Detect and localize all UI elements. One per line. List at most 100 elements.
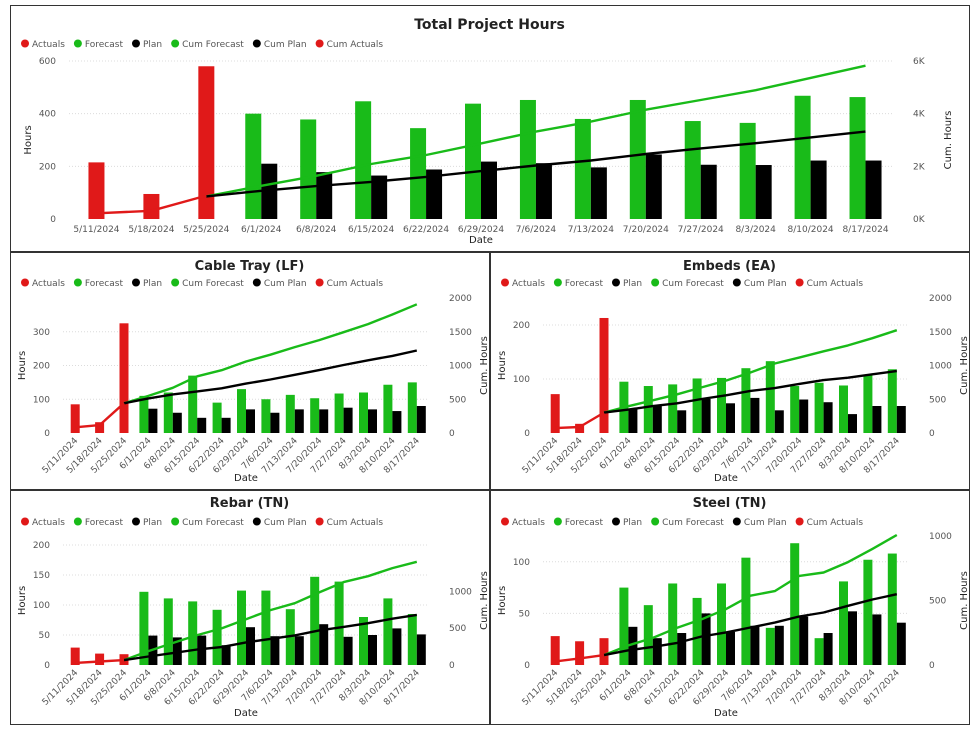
legend-marker [732,517,741,526]
legend-label: Forecast [565,518,604,528]
legend-marker [315,278,324,287]
bar-plan [726,631,735,665]
bar-plan [652,405,662,433]
y2-tick-label: 0 [929,429,935,439]
bar-plan [392,628,402,665]
bar-forecast [668,583,678,665]
legend-marker [21,517,29,526]
legend-item: Actuals [501,278,545,289]
chart-svg: Cable Tray (LF) Actuals Forecast Plan Cum Fo… [17,259,488,484]
bar-plan [774,410,784,433]
bar-actuals [599,317,609,433]
bar-plan [246,627,255,665]
y-tick-label: 150 [33,571,50,581]
line-cum-forecast [206,64,866,198]
bar-actuals [575,423,585,433]
y2-tick-label: 4K [913,110,926,120]
legend-item: Cum Forecast [171,278,244,289]
legend-marker [795,278,804,287]
legend-label: Cum Actuals [327,279,384,289]
legend-item: Forecast [553,517,604,528]
bar-forecast [359,617,368,665]
bar-forecast [741,368,751,433]
bar-plan [343,636,353,665]
y2-axis-title: Cum. Hours [479,571,488,630]
y2-tick-label: 1000 [929,532,952,542]
bar-plan [628,408,638,433]
bar-plan [172,412,182,433]
y2-tick-label: 1500 [929,328,952,338]
bar-forecast [237,389,246,433]
y-tick-label: 100 [513,558,530,568]
legend-label: Cum Forecast [182,518,244,528]
bar-forecast [410,128,427,219]
y-tick-label: 50 [519,609,531,619]
bar-plan [677,633,687,665]
legend-label: Plan [623,279,642,289]
legend-item: Cum Actuals [795,517,864,528]
y-tick-label: 200 [33,541,50,551]
legend-label: Cum Actuals [807,518,864,528]
legend-marker [501,278,509,287]
legend-label: Cum Plan [264,518,307,528]
legend-marker [611,278,620,287]
legend-label: Actuals [32,518,65,528]
bar-forecast [863,559,873,665]
bar-plan [294,409,304,433]
y2-tick-label: 1500 [449,328,472,338]
line-cum-actuals [75,402,125,429]
bar-plan [750,625,760,665]
bar-actuals [95,422,105,433]
y-tick-label: 100 [513,375,530,385]
bar-plan [270,636,280,665]
bar-actuals [198,66,215,219]
x-tick-label: 5/18/2024 [128,225,174,235]
bar-forecast [668,384,678,433]
y2-axis-title: Cum. Hours [943,111,954,170]
bar-forecast [188,601,198,665]
bar-forecast [355,101,372,219]
x-tick-label: 7/6/2024 [516,225,557,235]
legend-label: Actuals [512,518,545,528]
bar-forecast [717,583,726,665]
bar-forecast [237,590,246,665]
bar-forecast [643,605,653,665]
bar-forecast [574,118,591,219]
bar-plan [221,417,231,433]
legend-marker [131,517,140,526]
bar-forecast [300,119,317,219]
line-cum-forecast [603,329,898,414]
bar-plan [197,635,207,665]
bar-plan [810,160,827,219]
cable-tray-panel: Cable Tray (LF) Actuals Forecast Plan Cum Fo… [10,252,490,490]
legend-item: Plan [611,278,642,289]
bar-actuals [70,404,80,433]
bar-forecast [188,375,198,433]
legend-marker [21,39,29,48]
x-axis-title: Date [469,235,493,246]
y-tick-label: 0 [44,661,50,671]
bar-plan [652,638,662,665]
legend-item: Forecast [73,39,123,50]
y2-tick-label: 500 [449,395,466,405]
bar-forecast [139,395,149,433]
chart-title: Rebar (TN) [210,496,289,511]
y-axis-title: Hours [17,586,28,615]
legend-item: Actuals [21,517,65,528]
legend-marker [252,278,261,287]
legend-item: Plan [611,517,642,528]
legend-label: Cum Forecast [662,279,724,289]
bar-forecast [765,627,775,665]
legend-item: Actuals [501,517,545,528]
x-tick-label: 7/27/2024 [678,225,724,235]
bar-forecast [790,543,800,665]
bar-forecast [310,398,320,433]
x-tick-label: 6/29/2024 [458,225,504,235]
bar-plan [755,165,772,219]
bar-actuals [575,641,585,665]
legend-marker [252,39,261,48]
chart-title: Total Project Hours [414,17,565,33]
bar-forecast [383,384,393,433]
line-cum-plan [206,130,866,198]
bar-forecast [334,393,344,433]
